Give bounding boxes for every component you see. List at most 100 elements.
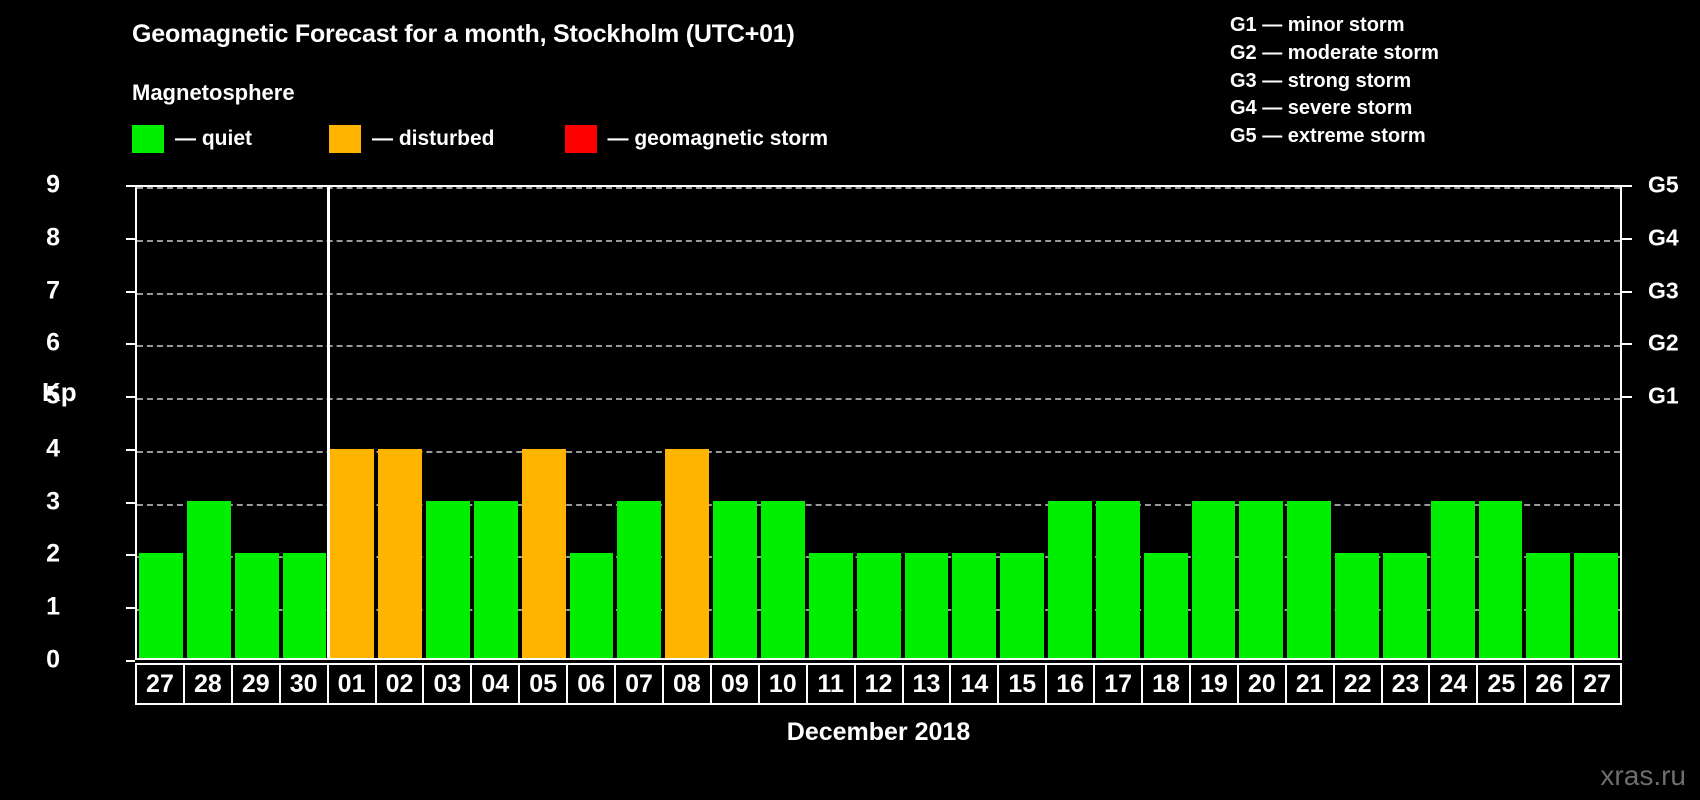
orange-swatch <box>329 125 361 153</box>
x-label-18: 18 <box>1141 663 1191 705</box>
bar-29-kp-2[interactable] <box>234 553 279 658</box>
bar-27-kp-2[interactable] <box>1574 553 1619 658</box>
g-scale-legend: G1 — minor storm G2 — moderate storm G3 … <box>1230 12 1439 151</box>
bar-26-kp-2[interactable] <box>1526 553 1571 658</box>
bar-13-kp-2[interactable] <box>904 553 949 658</box>
bar-14-kp-2[interactable] <box>952 553 997 658</box>
y-tick-label-7: 7 <box>46 276 60 305</box>
bar-02-kp-4[interactable] <box>378 448 423 658</box>
bar-cell[interactable] <box>711 187 759 658</box>
bar-cell[interactable] <box>520 187 568 658</box>
bar-cell[interactable] <box>950 187 998 658</box>
x-label-28: 28 <box>182 663 233 705</box>
x-label-30: 30 <box>278 663 329 705</box>
bar-28-kp-3[interactable] <box>186 501 231 658</box>
g-legend-line-g5: G5 — extreme storm <box>1230 125 1426 148</box>
bar-15-kp-2[interactable] <box>1000 553 1045 658</box>
bar-cell[interactable] <box>663 187 711 658</box>
bar-cell[interactable] <box>376 187 424 658</box>
x-label-01: 01 <box>326 663 377 705</box>
bar-cell[interactable] <box>1524 187 1572 658</box>
gridline-kp-7 <box>137 292 1620 295</box>
g-tick-mark-G4 <box>1622 237 1632 240</box>
bar-05-kp-4[interactable] <box>521 448 566 658</box>
bar-cell[interactable] <box>807 187 855 658</box>
bar-cell[interactable] <box>759 187 807 658</box>
bar-08-kp-4[interactable] <box>665 448 710 658</box>
forecast-divider <box>327 187 331 658</box>
bar-cell[interactable] <box>1190 187 1238 658</box>
bar-cell[interactable] <box>281 187 329 658</box>
x-label-11: 11 <box>805 663 856 705</box>
x-label-25: 25 <box>1476 663 1527 705</box>
bar-06-kp-2[interactable] <box>569 553 614 658</box>
g-tick-mark-G2 <box>1622 343 1632 346</box>
bar-12-kp-2[interactable] <box>856 553 901 658</box>
bar-18-kp-2[interactable] <box>1143 553 1188 658</box>
bar-cell[interactable] <box>855 187 903 658</box>
bar-07-kp-3[interactable] <box>617 501 662 658</box>
bar-27-kp-2[interactable] <box>139 553 183 658</box>
bar-cell[interactable] <box>472 187 520 658</box>
bar-cell[interactable] <box>615 187 663 658</box>
bar-cell[interactable] <box>1333 187 1381 658</box>
bar-30-kp-2[interactable] <box>282 553 327 658</box>
x-label-07: 07 <box>614 663 664 705</box>
x-label-04: 04 <box>470 663 521 705</box>
bar-19-kp-3[interactable] <box>1191 501 1236 658</box>
y-tick-mark-6 <box>126 343 135 346</box>
bar-cell[interactable] <box>903 187 951 658</box>
bar-03-kp-3[interactable] <box>426 501 470 658</box>
bar-17-kp-3[interactable] <box>1095 501 1140 658</box>
x-label-05: 05 <box>518 663 569 705</box>
color-legend: — quiet — disturbed — geomagnetic storm <box>132 125 828 153</box>
bar-cell[interactable] <box>1572 187 1620 658</box>
x-label-03: 03 <box>422 663 473 705</box>
bar-16-kp-3[interactable] <box>1048 501 1092 658</box>
bar-23-kp-2[interactable] <box>1382 553 1427 658</box>
bar-cell[interactable] <box>233 187 281 658</box>
bar-22-kp-2[interactable] <box>1335 553 1379 658</box>
g-tick-label-G3: G3 <box>1648 277 1679 304</box>
bar-cell[interactable] <box>328 187 376 658</box>
bar-21-kp-3[interactable] <box>1287 501 1332 658</box>
g-tick-label-G2: G2 <box>1648 329 1679 356</box>
bar-cell[interactable] <box>1142 187 1190 658</box>
bar-09-kp-3[interactable] <box>713 501 757 658</box>
y-tick-label-2: 2 <box>46 539 60 568</box>
x-label-24: 24 <box>1428 663 1479 705</box>
bar-cell[interactable] <box>185 187 233 658</box>
x-label-13: 13 <box>901 663 952 705</box>
y-tick-mark-1 <box>126 607 135 610</box>
bar-cell[interactable] <box>1429 187 1477 658</box>
y-tick-mark-4 <box>126 448 135 451</box>
bar-cell[interactable] <box>998 187 1046 658</box>
y-tick-label-0: 0 <box>46 645 60 674</box>
bar-cell[interactable] <box>1046 187 1094 658</box>
x-label-21: 21 <box>1284 663 1335 705</box>
bar-cell[interactable] <box>1477 187 1525 658</box>
bar-11-kp-2[interactable] <box>808 553 853 658</box>
y-tick-label-4: 4 <box>46 434 60 463</box>
bar-10-kp-3[interactable] <box>760 501 805 658</box>
bar-cell[interactable] <box>1285 187 1333 658</box>
x-label-16: 16 <box>1045 663 1096 705</box>
x-label-29: 29 <box>230 663 281 705</box>
bar-25-kp-3[interactable] <box>1478 501 1523 658</box>
bar-cell[interactable] <box>137 187 185 658</box>
bar-cell[interactable] <box>568 187 616 658</box>
y-tick-mark-8 <box>126 237 135 240</box>
y-tick-mark-3 <box>126 501 135 504</box>
bar-cell[interactable] <box>1381 187 1429 658</box>
x-label-08: 08 <box>661 663 712 705</box>
bar-01-kp-4[interactable] <box>330 448 375 658</box>
bar-cell[interactable] <box>424 187 472 658</box>
bar-04-kp-3[interactable] <box>473 501 518 658</box>
x-label-15: 15 <box>997 663 1048 705</box>
bar-cell[interactable] <box>1094 187 1142 658</box>
y-tick-mark-9 <box>126 185 135 187</box>
bar-24-kp-3[interactable] <box>1430 501 1475 658</box>
bar-cell[interactable] <box>1237 187 1285 658</box>
g-tick-label-G5: G5 <box>1648 171 1679 198</box>
bar-20-kp-3[interactable] <box>1239 501 1284 658</box>
